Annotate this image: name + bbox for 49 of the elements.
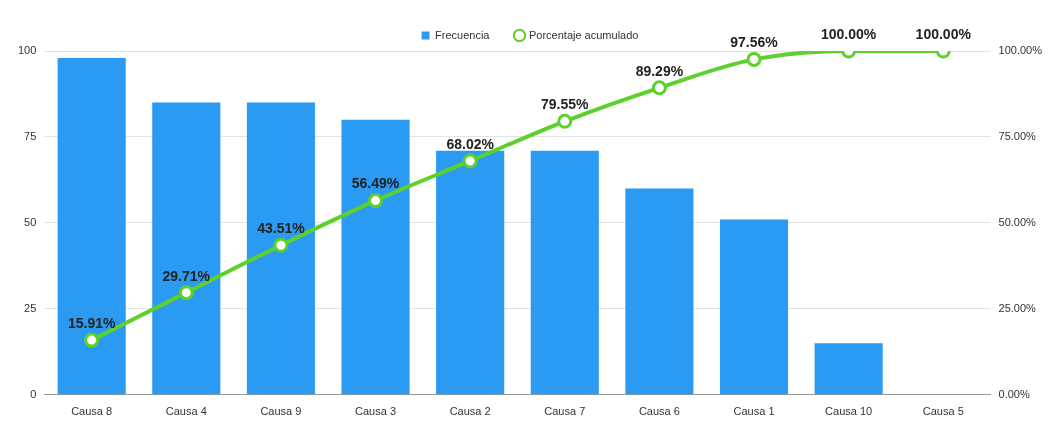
point — [746, 51, 762, 67]
bar — [436, 150, 505, 395]
data-label: 100.00% — [821, 25, 877, 42]
bar — [152, 102, 221, 395]
bar — [719, 219, 789, 395]
data-label: 79.55% — [541, 96, 590, 113]
data-label: 89.29% — [635, 62, 684, 79]
y-tick-label: 0 — [30, 387, 37, 400]
y-tick-label: 50 — [24, 215, 37, 228]
point — [368, 193, 384, 209]
x-tick-label: Causa 9 — [260, 405, 302, 418]
data-label: 43.51% — [257, 220, 306, 237]
x-tick-label: Causa 5 — [922, 405, 964, 418]
y2-tick-label: 100.00% — [998, 44, 1043, 57]
data-label: 97.56% — [730, 34, 779, 51]
y-tick-label: 75 — [24, 129, 37, 142]
legend-label: Frecuencia — [435, 28, 491, 41]
legend-label: Porcentaje acumulado — [528, 28, 639, 41]
bar — [625, 188, 694, 395]
data-label: 15.91% — [67, 314, 116, 331]
y2-tick-label: 75.00% — [998, 129, 1037, 142]
point — [84, 332, 100, 348]
point — [557, 113, 573, 129]
y-tick-label: 25 — [24, 301, 37, 314]
bar — [341, 119, 410, 395]
point — [178, 285, 194, 301]
point — [462, 153, 478, 169]
data-label: 68.02% — [446, 135, 495, 152]
data-label: 56.49% — [351, 175, 400, 192]
bar — [530, 150, 599, 395]
y2-tick-label: 25.00% — [998, 301, 1037, 314]
bar — [57, 57, 126, 395]
x-tick-label: Causa 4 — [165, 405, 207, 418]
point — [273, 237, 289, 253]
x-tick-label: Causa 1 — [733, 405, 775, 418]
x-tick-label: Causa 6 — [638, 405, 680, 418]
data-label: 100.00% — [915, 25, 972, 42]
y2-tick-label: 50.00% — [998, 215, 1037, 228]
x-tick-label: Causa 3 — [355, 405, 397, 418]
bar — [246, 102, 315, 395]
data-label: 29.71% — [162, 267, 211, 284]
x-tick-label: Causa 2 — [449, 405, 491, 418]
y-tick-label: 100 — [17, 44, 37, 57]
point — [651, 80, 667, 96]
y2-tick-label: 0.00% — [998, 387, 1030, 400]
x-tick-label: Causa 10 — [825, 405, 873, 418]
x-tick-label: Causa 7 — [544, 405, 586, 418]
bar — [814, 343, 883, 395]
x-tick-label: Causa 8 — [71, 405, 113, 418]
